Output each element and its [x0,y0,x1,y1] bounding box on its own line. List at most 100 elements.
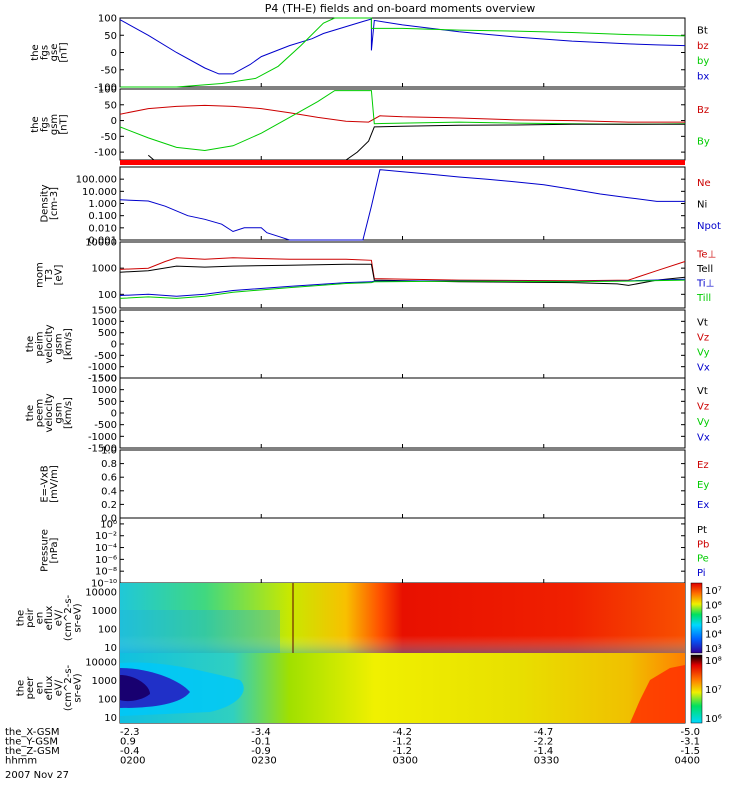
y-tick-label: 0.6 [101,473,117,484]
legend-entry: Pb [697,539,709,550]
legend-entry: Vx [697,432,710,443]
y-tick-label: 10000 [85,587,117,598]
y-axis-label-line: fgs [39,117,50,132]
y-axis-label-line: mom [35,262,46,288]
x-row-value: 0400 [675,756,700,767]
x-row-value: -3.4 [251,727,271,738]
y-tick-label: 100.000 [76,175,117,186]
legend-entry: Ez [697,460,709,471]
panel-peim_velocity: 150010005000-500-1000-1500thepeimvelocit… [25,306,710,385]
x-row-value: -1.5 [680,746,700,757]
y-axis-label-line: [nT] [58,114,69,134]
y-tick-label: 10⁻⁸ [95,567,117,578]
legend-entry: Vz [697,401,709,412]
x-row-value: 0.9 [120,737,136,748]
legend-entry: Bz [697,105,709,116]
peer-spectrogram [120,653,703,724]
legend-entry: by [697,56,709,67]
x-row-label: the_Y-GSM [5,737,58,748]
figure-title: P4 (TH-E) fields and on-board moments ov… [265,2,536,15]
panel-frame [119,377,686,449]
legend-entry: Vy [697,417,710,428]
x-row-label: the_Z-GSM [5,746,60,757]
y-tick-label: 100 [98,694,117,705]
y-axis-label-line: [nT] [58,42,69,62]
y-axis-label-line: [mV/m] [49,465,60,503]
y-axis-label-line: en [35,612,46,625]
legend-entry: Tell [696,264,713,275]
x-row-value: -0.9 [251,746,271,757]
colorbar-label: 10⁷ [705,685,722,696]
y-tick-label: -1500 [88,444,117,455]
legend-entry: Bt [697,26,708,37]
series-line-By [119,90,686,152]
y-tick-label: 100 [98,14,117,25]
legend-entry: Till [696,293,711,304]
y-tick-label: 1.000 [88,199,117,210]
y-tick-label: 0.001 [88,236,117,247]
y-axis-label-line: gsm [49,114,60,135]
y-axis-label-line: (cm^2-s- [63,664,74,711]
x-row-value: 0200 [120,756,145,767]
y-tick-label: 100 [98,624,117,635]
y-axis-label-line: [eV] [54,265,65,286]
y-axis-label-line: [nPa] [49,537,60,563]
peir-colorbar [690,582,703,654]
panel-frame [119,449,686,519]
x-row-value: -1.2 [393,746,413,757]
y-tick-label: 10 [104,713,117,724]
peer-core-region [120,675,150,702]
series-line-by [120,17,686,88]
colorbar-label: 10⁶ [705,714,722,725]
y-tick-label: 10⁻¹⁰ [91,579,117,590]
y-tick-label: 10000 [85,238,117,249]
series-line-Npot [119,169,685,241]
y-tick-label: 1500 [92,374,117,385]
legend-entry: Ex [697,500,709,511]
y-axis-label-line: Pressure [39,529,50,572]
x-row-value: -0.4 [120,746,140,757]
y-axis-label-line: sr-eV) [73,673,84,702]
y-tick-label: -500 [94,420,117,431]
x-row-value: -2.2 [534,737,554,748]
y-tick-label: 0.4 [101,486,117,497]
y-tick-label: 10⁻² [95,531,117,542]
y-axis-label-line: the [16,680,27,696]
colorbar-label: 10⁵ [705,615,722,626]
y-tick-label: 1000 [92,317,117,328]
y-tick-label: 500 [98,397,117,408]
x-row-value: -5.0 [680,727,700,738]
x-row-value: -4.2 [393,727,413,738]
legend-entry: bx [697,71,709,82]
series-line-Te⊥ [119,257,686,282]
y-tick-label: 0.010 [88,223,117,234]
y-tick-label: 1000 [92,385,117,396]
legend-entry: Ni [697,200,707,211]
series-line-Bt [147,123,685,161]
legend-entry: Vt [697,386,708,397]
panel-peem_velocity: 150010005000-500-1000-1500thepeemvelocit… [25,374,710,455]
y-axis-label-line: fgs [39,45,50,60]
y-axis-label-line: peir [25,607,36,627]
y-axis-label-line: the [30,44,41,60]
separator-bar [120,160,685,165]
y-tick-label: 50 [104,31,117,42]
y-axis-label-line: velocity [44,324,55,363]
y-tick-label: 1.0 [101,446,117,457]
x-axis-rows: the_X-GSM -2.3 -3.4 -4.2 -4.7 -5.0 the_Y-GSM 0.… [5,727,700,781]
panel-efield: 1.0 0.8 0.6 0.4 0.2 0.0 E=-VxB[mV/m] Ez Ey Ex [39,446,709,525]
y-tick-label: 0.8 [101,459,117,470]
colorbar-label: 10⁷ [705,586,722,597]
y-axis-label-line: eflux [44,606,55,631]
x-row-value: 0300 [393,756,418,767]
series-line-bx [119,18,686,75]
legend-entry: Ey [697,480,709,491]
colorbar-label: 10³ [705,644,722,655]
y-axis-label-line: eV/ [54,609,65,626]
y-tick-label: 10 [104,643,117,654]
y-tick-label: 10⁻⁴ [95,543,117,554]
